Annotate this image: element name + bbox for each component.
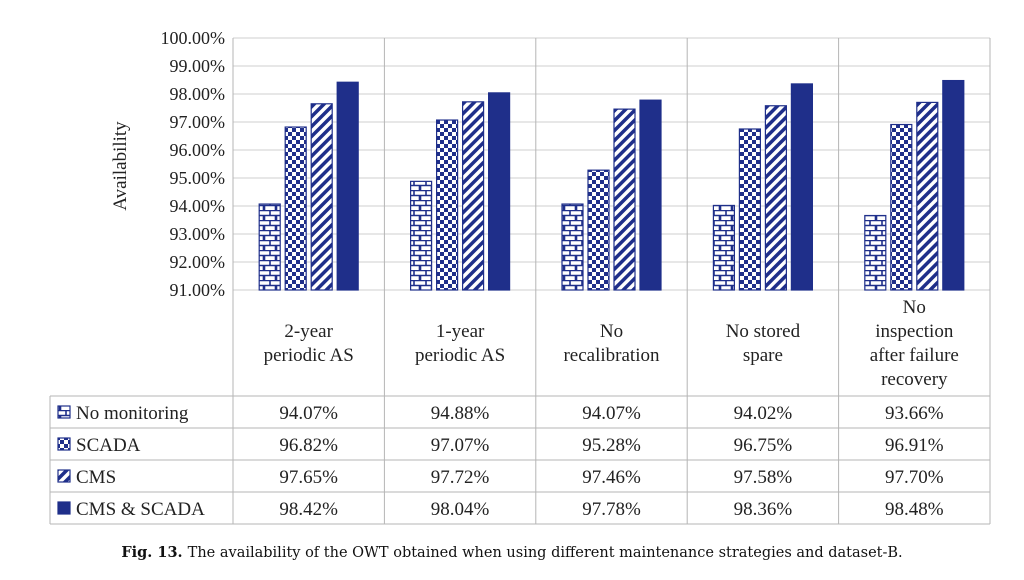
data-table-value: 94.07% — [279, 403, 338, 424]
data-table-value: 97.70% — [885, 467, 944, 488]
bar — [712, 204, 736, 291]
bar — [587, 169, 610, 291]
data-table-value: 94.07% — [582, 403, 641, 424]
legend-key — [57, 405, 71, 419]
data-table-value: 97.46% — [582, 467, 641, 488]
y-tick-label: 92.00% — [170, 252, 226, 272]
data-table: 2-year periodic AS 1-year periodic AS No reca… — [49, 297, 990, 525]
data-table-value: 96.75% — [734, 435, 793, 456]
bar — [864, 214, 887, 291]
y-tick-label: 97.00% — [170, 112, 226, 132]
legend-key — [57, 501, 71, 515]
caption-label: Fig. 13. — [121, 544, 183, 561]
legend-series-name: CMS — [76, 467, 116, 488]
data-table-value: 94.02% — [734, 403, 793, 424]
bar — [738, 128, 762, 291]
figure-caption: Fig. 13. The availability of the OWT obt… — [0, 544, 1024, 561]
grid-lines — [232, 37, 991, 524]
legend-series-name: SCADA — [76, 435, 141, 456]
bars — [258, 79, 965, 291]
data-table-value: 95.28% — [582, 435, 641, 456]
data-table-value: 98.36% — [734, 499, 793, 520]
bar — [561, 203, 584, 291]
bar — [942, 79, 965, 291]
bar — [639, 99, 662, 291]
y-tick-label: 91.00% — [170, 280, 226, 300]
bar — [310, 103, 333, 291]
category-label: No recalibration — [563, 321, 660, 366]
y-tick-label: 98.00% — [170, 84, 226, 104]
y-axis-ticks: 91.00% 92.00% 93.00% 94.00% 95.00% 96.00% 97.0… — [161, 28, 226, 300]
y-axis-label: Availability — [110, 121, 131, 211]
data-table-value: 96.82% — [279, 435, 338, 456]
bar — [410, 180, 433, 291]
bar — [790, 83, 814, 291]
bar — [916, 101, 939, 291]
bar — [258, 203, 281, 291]
category-label: No stored spare — [726, 321, 801, 366]
y-tick-label: 93.00% — [170, 224, 226, 244]
data-table-value: 97.72% — [431, 467, 490, 488]
bar — [284, 126, 307, 291]
category-label: 2-year periodic AS — [264, 321, 354, 366]
data-table-value: 97.07% — [431, 435, 490, 456]
bar — [613, 108, 636, 291]
category-label: No inspection after failure recovery — [870, 297, 959, 390]
bar — [436, 119, 459, 291]
availability-chart: 91.00% 92.00% 93.00% 94.00% 95.00% 96.00% 97.0… — [49, 28, 991, 525]
legend-key — [57, 469, 71, 483]
y-tick-label: 96.00% — [170, 140, 226, 160]
y-tick-label: 95.00% — [170, 168, 226, 188]
bar — [462, 101, 485, 291]
bar — [764, 105, 788, 291]
bar — [890, 123, 913, 291]
legend-series-name: No monitoring — [76, 403, 189, 424]
data-table-value: 93.66% — [885, 403, 944, 424]
data-table-value: 94.88% — [431, 403, 490, 424]
y-tick-label: 100.00% — [161, 28, 226, 48]
legend-key — [57, 437, 71, 451]
y-tick-label: 99.00% — [170, 56, 226, 76]
caption-text: The availability of the OWT obtained whe… — [187, 545, 903, 561]
data-table-value: 97.58% — [734, 467, 793, 488]
bar — [488, 92, 511, 291]
data-table-value: 97.78% — [582, 499, 641, 520]
data-table-value: 98.04% — [431, 499, 490, 520]
data-table-value: 98.42% — [279, 499, 338, 520]
bar — [336, 81, 359, 291]
data-table-value: 97.65% — [279, 467, 338, 488]
category-label: 1-year periodic AS — [415, 321, 505, 366]
data-table-value: 96.91% — [885, 435, 944, 456]
data-table-value: 98.48% — [885, 499, 944, 520]
legend-series-name: CMS & SCADA — [76, 499, 205, 520]
y-tick-label: 94.00% — [170, 196, 226, 216]
